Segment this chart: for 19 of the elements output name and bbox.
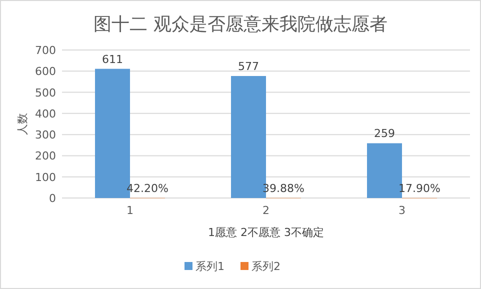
y-tick-label: 600 — [35, 65, 56, 78]
y-tick-label: 200 — [35, 150, 56, 163]
x-tick-label: 3 — [398, 204, 406, 217]
y-tick-label: 100 — [35, 170, 56, 184]
data-label: 611 — [102, 52, 123, 66]
x-tick-label: 2 — [262, 204, 270, 217]
x-tick-label: 1 — [126, 204, 134, 217]
y-tick-label: 400 — [35, 107, 56, 120]
data-label: 577 — [238, 60, 259, 74]
y-tick-label: 500 — [35, 86, 56, 100]
y-axis-title: 人数 — [16, 113, 29, 135]
legend-label: 系列2 — [252, 260, 280, 273]
data-label: 259 — [374, 127, 395, 140]
y-tick-label: 700 — [35, 44, 56, 57]
x-axis-title: 1愿意 2不愿意 3不确定 — [208, 226, 324, 239]
legend-label: 系列1 — [196, 260, 224, 273]
y-tick-label: 0 — [49, 192, 56, 205]
y-tick-label: 300 — [35, 128, 56, 142]
chart-title: 图十二 观众是否愿意来我院做志愿者 — [94, 14, 388, 35]
